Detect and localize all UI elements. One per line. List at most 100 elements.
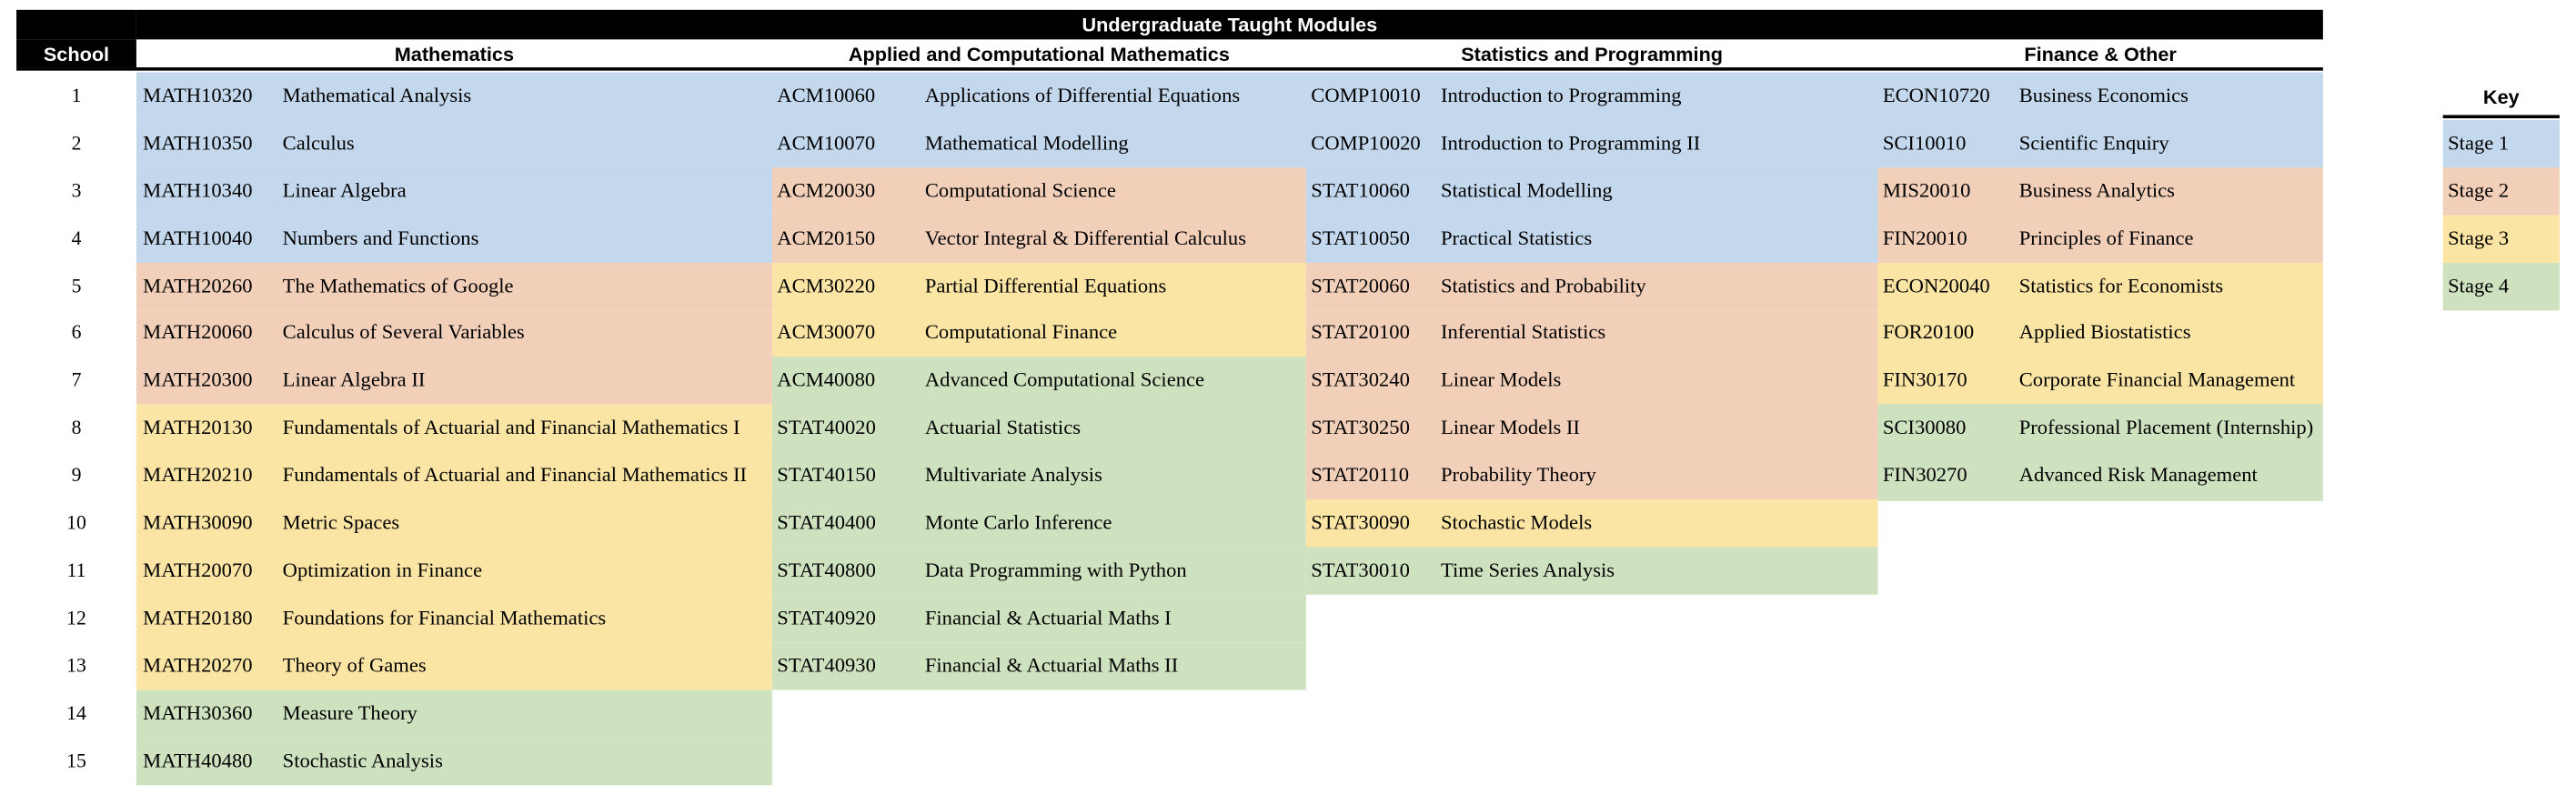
module-row bbox=[771, 499, 1306, 548]
column-header: Finance & Other bbox=[2024, 42, 2177, 65]
module-name: The Mathematics of Google bbox=[282, 273, 514, 297]
row-number: 11 bbox=[66, 558, 86, 582]
module-code: ECON20040 bbox=[1882, 273, 1990, 297]
module-code: STAT40800 bbox=[777, 558, 876, 582]
module-row bbox=[136, 309, 772, 358]
module-name: Principles of Finance bbox=[2018, 226, 2194, 249]
module-row bbox=[136, 594, 772, 643]
module-row bbox=[771, 594, 1306, 643]
module-row bbox=[1305, 72, 1878, 121]
module-row bbox=[771, 166, 1306, 216]
module-name: Probability Theory bbox=[1440, 463, 1596, 487]
module-name: Partial Differential Equations bbox=[924, 273, 1167, 297]
module-code: MATH20070 bbox=[143, 558, 253, 582]
module-code: MATH10320 bbox=[143, 83, 253, 107]
row-number: 12 bbox=[66, 606, 86, 629]
key-rule bbox=[2442, 115, 2560, 119]
module-row bbox=[136, 215, 772, 264]
module-name: Statistics and Probability bbox=[1440, 273, 1646, 297]
module-row bbox=[136, 357, 772, 406]
module-code: COMP10010 bbox=[1311, 83, 1421, 107]
module-row bbox=[771, 215, 1306, 264]
module-code: STAT40020 bbox=[777, 416, 876, 439]
module-row bbox=[1877, 357, 2323, 406]
key-label: Stage 4 bbox=[2448, 273, 2510, 297]
module-code: STAT40400 bbox=[777, 510, 876, 535]
row-number: 8 bbox=[71, 416, 82, 439]
module-code: STAT20110 bbox=[1311, 463, 1410, 487]
module-name: Multivariate Analysis bbox=[924, 463, 1102, 487]
module-name: Fundamentals of Actuarial and Financial … bbox=[282, 463, 747, 487]
module-code: MATH10340 bbox=[143, 178, 253, 202]
row-number: 5 bbox=[71, 273, 82, 297]
module-name: Statistics for Economists bbox=[2018, 273, 2224, 297]
title-bar-left bbox=[16, 9, 136, 40]
module-code: STAT40930 bbox=[777, 653, 876, 677]
module-name: Linear Models bbox=[1440, 368, 1562, 392]
module-row bbox=[1877, 119, 2323, 168]
module-row bbox=[1305, 215, 1878, 264]
module-row bbox=[1305, 404, 1878, 453]
module-code: MATH20060 bbox=[143, 320, 253, 345]
module-code: MATH10350 bbox=[143, 131, 253, 155]
module-row bbox=[771, 452, 1306, 501]
module-code: STAT30240 bbox=[1311, 368, 1410, 392]
key-label: Stage 1 bbox=[2448, 131, 2510, 155]
module-code: MATH20130 bbox=[143, 416, 253, 439]
module-row bbox=[1877, 262, 2323, 311]
module-code: STAT30090 bbox=[1311, 510, 1410, 535]
module-code: ACM30070 bbox=[777, 320, 876, 345]
key-swatch bbox=[2442, 262, 2560, 311]
module-code: STAT40920 bbox=[777, 606, 876, 629]
module-code: STAT30250 bbox=[1311, 416, 1410, 439]
module-name: Linear Models II bbox=[1440, 416, 1580, 439]
column-header: Mathematics bbox=[394, 42, 515, 65]
module-name: Practical Statistics bbox=[1440, 226, 1593, 249]
module-name: Calculus of Several Variables bbox=[282, 320, 525, 345]
module-code: STAT40150 bbox=[777, 463, 876, 487]
module-name: Fundamentals of Actuarial and Financial … bbox=[282, 416, 740, 439]
module-name: Foundations for Financial Mathematics bbox=[282, 606, 607, 629]
module-row bbox=[1305, 166, 1878, 216]
module-code: STAT30010 bbox=[1311, 558, 1410, 582]
module-row bbox=[1877, 72, 2323, 121]
module-name: Stochastic Analysis bbox=[282, 748, 443, 772]
module-code: MATH30090 bbox=[143, 510, 253, 535]
module-name: Computational Finance bbox=[924, 320, 1118, 345]
module-name: Mathematical Modelling bbox=[924, 131, 1129, 155]
module-row bbox=[136, 547, 772, 596]
module-row bbox=[1877, 166, 2323, 216]
module-name: Calculus bbox=[282, 131, 355, 155]
module-row bbox=[771, 262, 1306, 311]
module-name: Data Programming with Python bbox=[924, 558, 1187, 582]
module-row bbox=[136, 404, 772, 453]
school-header: School bbox=[16, 39, 136, 68]
module-code: MATH20180 bbox=[143, 606, 253, 629]
module-row bbox=[136, 72, 772, 121]
module-name: Applications of Differential Equations bbox=[924, 83, 1241, 107]
key-swatch bbox=[2442, 167, 2560, 216]
row-number: 7 bbox=[71, 368, 82, 392]
column-header: Statistics and Programming bbox=[1461, 42, 1724, 65]
module-code: FIN20010 bbox=[1882, 226, 1967, 249]
row-number: 2 bbox=[71, 131, 82, 155]
module-name: Financial & Actuarial Maths I bbox=[924, 606, 1172, 629]
module-row bbox=[136, 166, 772, 216]
module-row bbox=[136, 641, 772, 690]
module-name: Numbers and Functions bbox=[282, 226, 479, 249]
module-row bbox=[136, 737, 772, 786]
module-name: Linear Algebra II bbox=[282, 368, 426, 392]
module-code: FIN30170 bbox=[1882, 368, 1967, 392]
module-code: FIN30270 bbox=[1882, 463, 1967, 487]
module-name: Linear Algebra bbox=[282, 178, 407, 202]
module-row bbox=[1305, 262, 1878, 311]
table-title: Undergraduate Taught Modules bbox=[136, 9, 2323, 40]
module-name: Scientific Enquiry bbox=[2018, 131, 2169, 155]
module-name: Metric Spaces bbox=[282, 510, 400, 535]
module-row bbox=[1305, 119, 1878, 168]
row-number: 13 bbox=[66, 653, 86, 677]
module-row bbox=[1877, 404, 2323, 453]
module-name: Introduction to Programming bbox=[1440, 83, 1682, 107]
module-name: Monte Carlo Inference bbox=[924, 510, 1112, 535]
module-name: Corporate Financial Management bbox=[2018, 368, 2296, 392]
